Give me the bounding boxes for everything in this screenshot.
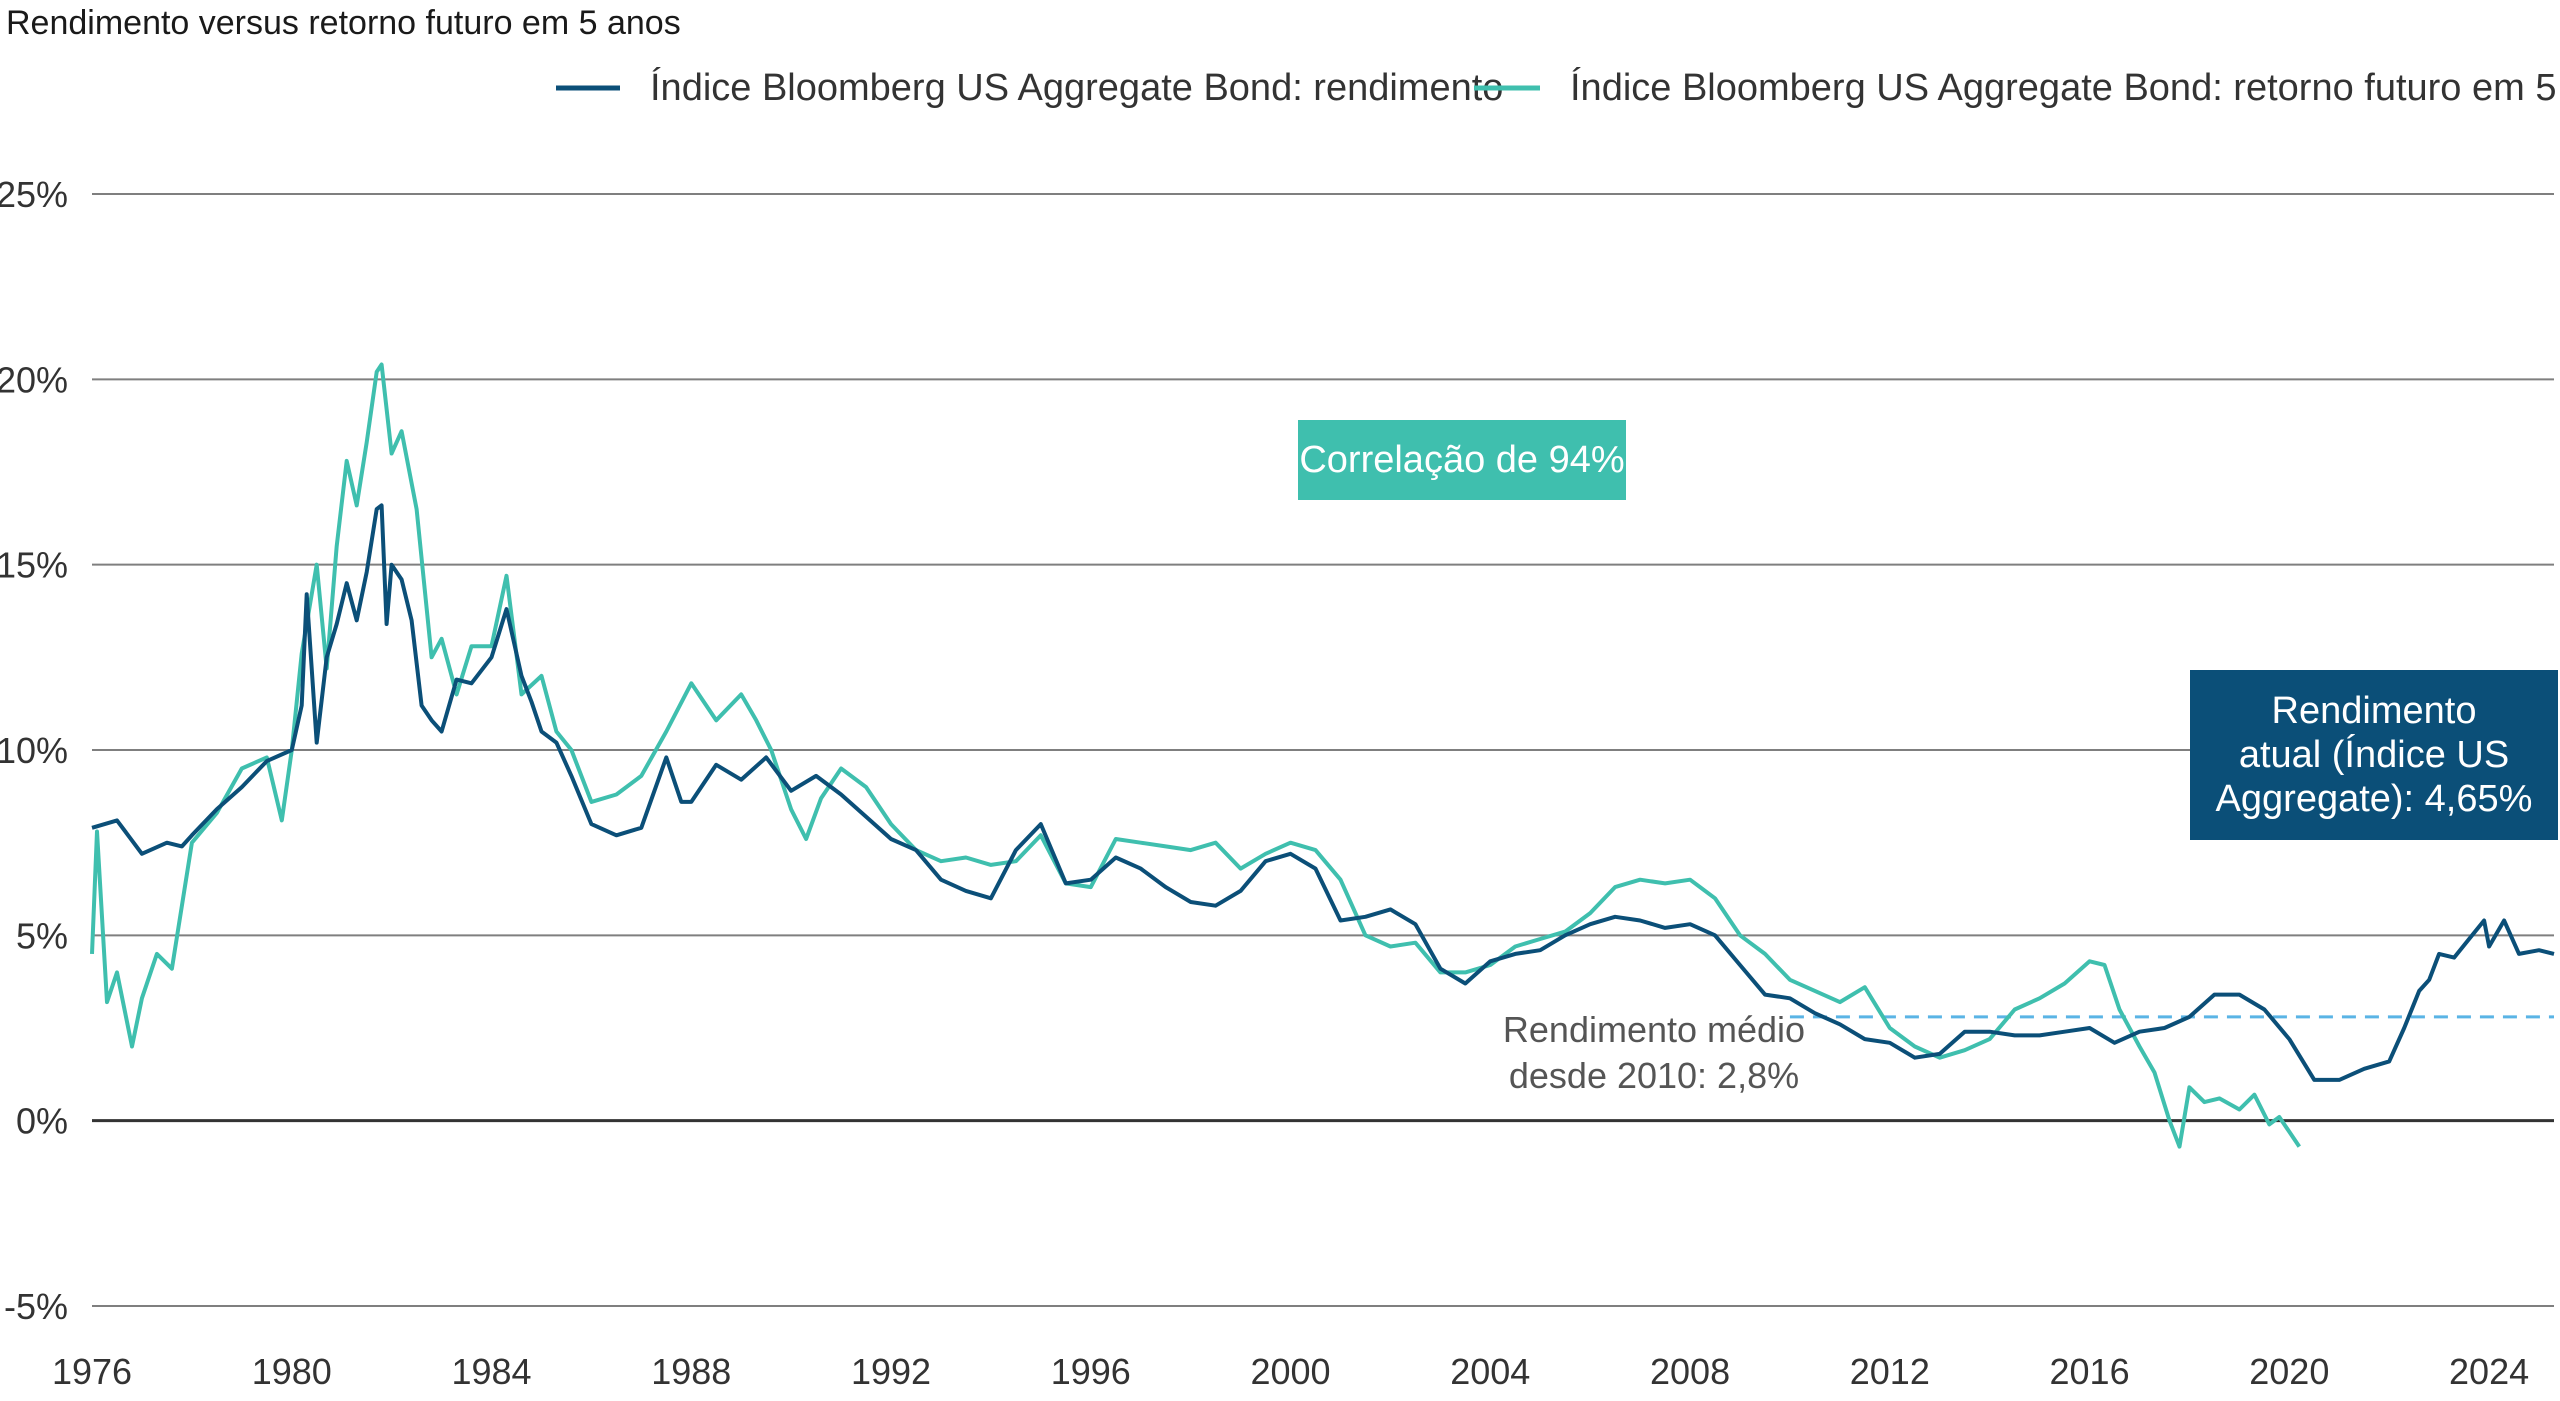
y-tick-label: 20% xyxy=(0,359,68,400)
y-tick-label: 0% xyxy=(16,1101,68,1142)
x-tick-label: 2012 xyxy=(1850,1351,1930,1392)
x-tick-label: 2024 xyxy=(2449,1351,2529,1392)
x-tick-label: 2000 xyxy=(1250,1351,1330,1392)
x-tick-label: 2016 xyxy=(2050,1351,2130,1392)
y-tick-label: 15% xyxy=(0,545,68,586)
y-tick-label: -5% xyxy=(4,1286,68,1327)
gridlines xyxy=(92,193,2554,1307)
current-yield-line-1: Rendimento xyxy=(2272,690,2477,732)
series-line-yield xyxy=(91,503,2555,1082)
y-tick-label: 5% xyxy=(16,915,68,956)
current-yield-box-bg xyxy=(2190,670,2558,840)
legend-label-yield: Índice Bloomberg US Aggregate Bond: rend… xyxy=(650,66,1503,109)
x-tick-label: 1988 xyxy=(651,1351,731,1392)
average-yield-label-line-2: desde 2010: 2,8% xyxy=(1509,1055,1799,1096)
x-tick-label: 1984 xyxy=(451,1351,531,1392)
x-tick-label: 2020 xyxy=(2249,1351,2329,1392)
average-yield-label-line-1: Rendimento médio xyxy=(1503,1009,1805,1050)
x-tick-label: 1980 xyxy=(252,1351,332,1392)
legend-label-forward: Índice Bloomberg US Aggregate Bond: reto… xyxy=(1570,66,2560,109)
x-tick-label: 1996 xyxy=(1051,1351,1131,1392)
correlation-label: Correlação de 94% xyxy=(1299,439,1624,481)
y-tick-label: 25% xyxy=(0,174,68,215)
correlation-box: Correlação de 94% xyxy=(1298,420,1626,500)
correlation-box-bg xyxy=(1298,420,1626,500)
x-tick-label: 1976 xyxy=(52,1351,132,1392)
current-yield-box: Rendimento atual (Índice US Aggregate): … xyxy=(2190,670,2558,840)
average-yield-annotation: Rendimento médio desde 2010: 2,8% xyxy=(1503,1009,1805,1096)
x-tick-label: 2004 xyxy=(1450,1351,1530,1392)
legend: Índice Bloomberg US Aggregate Bond: rend… xyxy=(556,66,2560,109)
series-line-forward-return xyxy=(90,362,2301,1149)
x-tick-label: 2008 xyxy=(1650,1351,1730,1392)
y-tick-label: 10% xyxy=(0,730,68,771)
x-tick-label: 1992 xyxy=(851,1351,931,1392)
chart-title: Rendimento versus retorno futuro em 5 an… xyxy=(6,4,681,42)
x-axis-ticks: 1976 1980 1984 1988 1992 1996 2000 2004 2008 2012… xyxy=(52,1351,2529,1392)
current-yield-line-2: atual (Índice US xyxy=(2239,733,2509,776)
current-yield-line-3: Aggregate): 4,65% xyxy=(2216,778,2533,820)
y-axis-ticks: 25% 20% 15% 10% 5% 0% -5% xyxy=(0,174,68,1327)
